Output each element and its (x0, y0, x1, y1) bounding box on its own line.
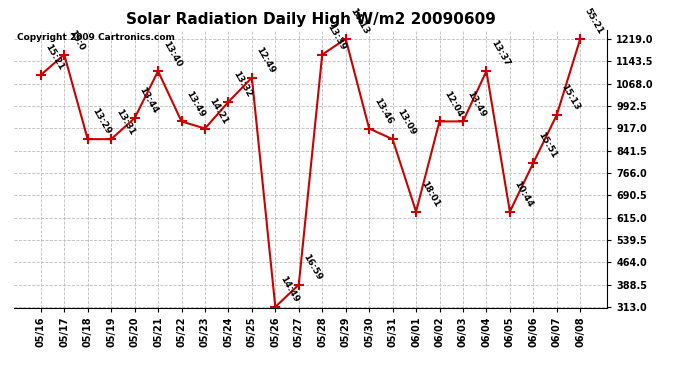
Text: 13:32: 13:32 (231, 70, 253, 99)
Text: 13:49: 13:49 (466, 89, 488, 118)
Text: 13:39: 13:39 (325, 22, 347, 52)
Text: 13:46: 13:46 (372, 96, 394, 126)
Text: 15:0: 15:0 (67, 28, 86, 52)
Text: 12:04: 12:04 (442, 89, 464, 118)
Text: 10:44: 10:44 (513, 180, 535, 209)
Text: 12:49: 12:49 (255, 45, 277, 75)
Text: 13:31: 13:31 (114, 107, 136, 136)
Text: 15:21: 15:21 (43, 43, 66, 72)
Text: 13:09: 13:09 (395, 107, 417, 136)
Text: 13:29: 13:29 (90, 107, 112, 136)
Text: 15:13: 15:13 (560, 83, 582, 112)
Text: 55:21: 55:21 (583, 7, 605, 36)
Title: Solar Radiation Daily High W/m2 20090609: Solar Radiation Daily High W/m2 20090609 (126, 12, 495, 27)
Text: 13:49: 13:49 (184, 89, 206, 118)
Text: 15:51: 15:51 (536, 131, 558, 160)
Text: Copyright 2009 Cartronics.com: Copyright 2009 Cartronics.com (17, 33, 175, 42)
Text: 13:37: 13:37 (489, 39, 511, 68)
Text: 13:44: 13:44 (137, 86, 159, 116)
Text: 16:59: 16:59 (302, 252, 324, 282)
Text: 18:01: 18:01 (419, 180, 441, 209)
Text: 13:40: 13:40 (161, 39, 183, 68)
Text: 14:49: 14:49 (278, 274, 300, 304)
Text: 14:13: 14:13 (348, 7, 371, 36)
Text: 14:21: 14:21 (208, 96, 230, 126)
